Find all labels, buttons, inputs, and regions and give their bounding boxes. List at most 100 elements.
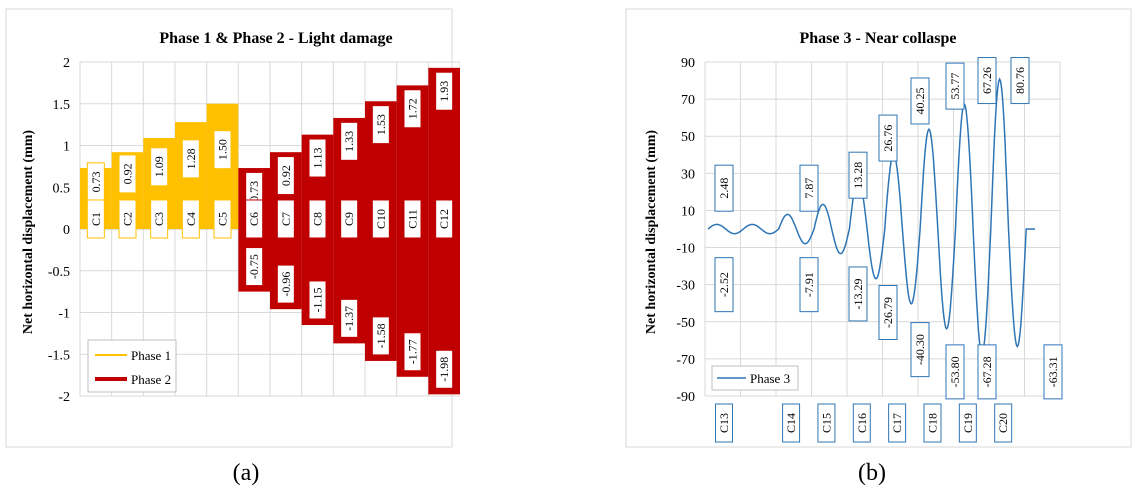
- phase2-max-label-group: 1.33: [340, 121, 359, 161]
- phase2-min-label-group: -0.75: [245, 247, 264, 287]
- cycle-label: C14: [784, 413, 798, 433]
- phase2-min-label-box: [340, 298, 359, 338]
- chart-a: Phase 1 & Phase 2 - Light damage Net hor…: [5, 8, 460, 448]
- cycle-label: C19: [961, 413, 975, 433]
- legend-phase3-label: Phase 3: [750, 371, 790, 386]
- cycle-label: C2: [121, 212, 135, 226]
- cycle-label: C12: [437, 209, 451, 229]
- phase3-trough-label: -63.31: [1046, 356, 1060, 387]
- phase1-max-label: 1.28: [184, 148, 198, 169]
- phase3-peak-label-box: [910, 77, 930, 125]
- phase3-peak-label-group: 67.26: [977, 57, 997, 105]
- y-tick-label: 1: [63, 140, 70, 155]
- y-tick-label: -50: [676, 316, 695, 331]
- cycle-label-group: C16: [852, 403, 871, 443]
- legend-phase2-label: Phase 2: [131, 372, 171, 387]
- y-tick-label: -90: [676, 390, 695, 405]
- phase2-min-label-box: [371, 316, 390, 356]
- cycle-label: C4: [184, 212, 198, 226]
- cycle-label-box: [308, 199, 327, 239]
- phase3-peak-label: 40.25: [913, 87, 927, 114]
- cycle-label-box: [150, 199, 169, 239]
- phase1-max-label: 1.09: [152, 156, 166, 177]
- y-tick-label: 1.5: [53, 98, 71, 113]
- cycle-label-group: C8: [308, 199, 327, 239]
- phase3-trough-label: -26.79: [881, 297, 895, 328]
- y-tick-label: -0.5: [48, 265, 70, 280]
- phase3-peak-label-box: [878, 114, 898, 162]
- phase2-min-label-group: -1.98: [435, 349, 454, 389]
- cycle-label: C9: [342, 212, 356, 226]
- phase2-max-label: 0.73: [247, 181, 261, 202]
- phase3-trough-label-group: -26.79: [878, 285, 898, 340]
- y-tick-label: 0: [63, 223, 70, 238]
- phase3-trough-label-box: [878, 285, 898, 340]
- phase2-max-label-box: [403, 89, 422, 129]
- y-tick-label: 2: [63, 56, 70, 71]
- phase2-min-label: -1.58: [374, 323, 388, 348]
- phase3-peak-label: 2.48: [717, 178, 731, 199]
- phase3-peak-label-group: 2.48: [714, 164, 734, 212]
- cycle-label-group: C5: [213, 199, 232, 239]
- phase2-max-label-box: [308, 138, 327, 178]
- phase2-max-label-group: 1.53: [371, 105, 390, 145]
- cycle-label-group: C19: [958, 403, 977, 443]
- y-tick-label: 90: [681, 56, 695, 71]
- y-tick-label: -30: [676, 279, 695, 294]
- cycle-label-group: C11: [403, 199, 422, 239]
- y-tick-label: -1.5: [48, 348, 70, 363]
- chart-b-panel: Phase 3 - Near collaspe Net horizontal d…: [620, 0, 1137, 455]
- phase3-trough-label-group: -63.31: [1043, 344, 1063, 400]
- chart-a-title: Phase 1 & Phase 2 - Light damage: [159, 30, 392, 47]
- cycle-label-box: [715, 403, 733, 443]
- phase1-max-label-box: [213, 130, 232, 170]
- phase3-peak-label-box: [945, 62, 965, 110]
- phase3-peak-label-box: [714, 164, 734, 212]
- phase1-max-label-group: 1.09: [150, 147, 169, 187]
- phase3-peak-label-group: 13.28: [848, 151, 868, 199]
- cycle-label-box: [403, 199, 422, 239]
- cycle-label-group: C17: [888, 403, 907, 443]
- cycle-label-box: [817, 403, 836, 443]
- phase3-trough-label-box: [1043, 344, 1063, 400]
- phase2-max-label: 1.53: [374, 114, 388, 135]
- phase2-min-label: -0.96: [279, 272, 293, 297]
- phase3-peak-label-group: 53.77: [945, 62, 965, 110]
- phase3-peak-label: 53.77: [948, 73, 962, 100]
- cycle-label-group: C10: [371, 199, 390, 239]
- phase3-trough-label-group: -67.28: [977, 344, 997, 400]
- cycle-label-group: C6: [245, 199, 264, 239]
- phase3-peak-label-group: 7.87: [799, 164, 819, 212]
- phase3-peak-label-group: 40.25: [910, 77, 930, 125]
- phase1-max-label-group: 1.50: [213, 130, 232, 170]
- phase2-max-label: 1.72: [406, 98, 420, 119]
- chart-b: Phase 3 - Near collaspe Net horizontal d…: [625, 8, 1132, 448]
- phase3-peak-label-group: 80.76: [1010, 57, 1030, 105]
- phase2-max-label-group: 1.13: [308, 138, 327, 178]
- phase3-trough-label-group: -13.29: [848, 266, 868, 322]
- cycle-label: C10: [374, 209, 388, 229]
- caption-b: (b): [858, 460, 886, 486]
- cycle-label-group: C7: [276, 199, 295, 239]
- cycle-label-box: [118, 199, 137, 239]
- phase2-min-label: -0.75: [247, 254, 261, 279]
- cycle-label-box: [435, 199, 454, 239]
- phase3-trough-label-box: [945, 344, 965, 400]
- phase1-max-label-box: [181, 139, 200, 179]
- phase3-trough-label: -13.29: [851, 278, 865, 309]
- cycle-label-box: [213, 199, 232, 239]
- cycle-label-box: [852, 403, 871, 443]
- cycle-label-box: [276, 199, 295, 239]
- caption-a: (a): [232, 460, 260, 486]
- phase3-trough-label-box: [799, 257, 819, 313]
- phase3-trough-label-group: -53.80: [945, 344, 965, 400]
- phase2-max-label: 0.92: [279, 165, 293, 186]
- cycle-label: C13: [717, 413, 731, 433]
- y-tick-label: 30: [681, 167, 695, 182]
- cycle-label-box: [958, 403, 977, 443]
- phase3-trough-label: -7.91: [802, 272, 816, 297]
- phase2-min-label: -1.37: [342, 306, 356, 331]
- phase2-min-label: -1.15: [311, 287, 325, 312]
- cycle-label: C3: [152, 212, 166, 226]
- phase2-min-label-box: [245, 247, 264, 287]
